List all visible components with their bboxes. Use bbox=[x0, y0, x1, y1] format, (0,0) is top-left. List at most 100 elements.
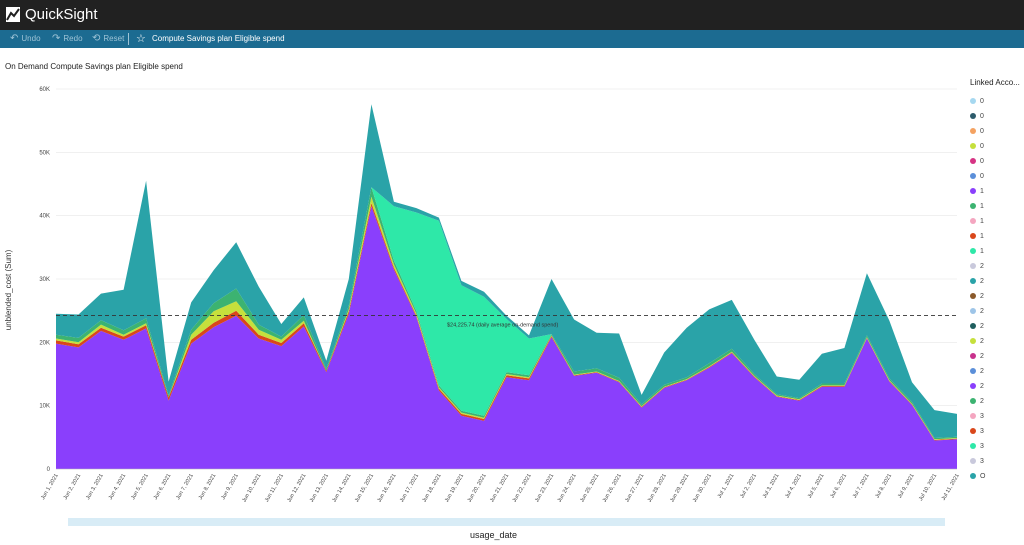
y-tick-label: 10K bbox=[39, 404, 50, 410]
legend-color-dot-icon bbox=[970, 458, 976, 465]
legend-item[interactable]: 3 bbox=[970, 442, 1024, 457]
legend-item[interactable]: 3 bbox=[970, 412, 1024, 427]
legend-item-label: 1 bbox=[980, 218, 984, 225]
legend-item-label: 2 bbox=[980, 338, 984, 345]
x-tick-label: Jun 2, 2021 bbox=[63, 473, 83, 501]
legend-item-label: 0 bbox=[980, 128, 984, 135]
legend-item-label: 3 bbox=[980, 413, 984, 420]
legend-item[interactable]: 2 bbox=[970, 292, 1024, 307]
y-axis: 0 10K 20K 30K 40K 50K 60K bbox=[39, 87, 50, 473]
x-tick-label: Jun 24, 2021 bbox=[557, 473, 578, 504]
legend-item[interactable]: 1 bbox=[970, 232, 1024, 247]
x-tick-label: Jun 28, 2021 bbox=[647, 473, 668, 504]
x-tick-label: Jul 1, 2021 bbox=[717, 473, 736, 499]
redo-button[interactable]: ↷ Redo bbox=[52, 32, 83, 46]
legend-title: Linked Acco... bbox=[970, 78, 1020, 87]
legend-item-label: 2 bbox=[980, 323, 984, 330]
reset-label: Reset bbox=[103, 34, 125, 43]
legend-item-label: 2 bbox=[980, 263, 984, 270]
legend-item[interactable]: 3 bbox=[970, 457, 1024, 472]
legend-item[interactable]: 2 bbox=[970, 397, 1024, 412]
legend-item[interactable]: 0 bbox=[970, 157, 1024, 172]
area-series-account-1-purple-[interactable] bbox=[56, 206, 957, 469]
x-tick-label: Jun 14, 2021 bbox=[331, 473, 352, 504]
legend-item-label: 3 bbox=[980, 443, 984, 450]
x-tick-label: Jun 22, 2021 bbox=[512, 473, 533, 504]
legend-item[interactable]: 2 bbox=[970, 352, 1024, 367]
redo-icon: ↷ bbox=[52, 33, 61, 44]
legend-item-label: 2 bbox=[980, 383, 984, 390]
chart-areas bbox=[56, 104, 957, 469]
legend-item-label: 2 bbox=[980, 398, 984, 405]
legend-item[interactable]: 2 bbox=[970, 382, 1024, 397]
x-tick-label: Jul 9, 2021 bbox=[897, 473, 916, 499]
legend-item-label: 2 bbox=[980, 368, 984, 375]
legend-item[interactable]: 2 bbox=[970, 262, 1024, 277]
legend-color-dot-icon bbox=[970, 143, 976, 150]
legend-item-label: 0 bbox=[980, 113, 984, 120]
legend-color-dot-icon bbox=[970, 113, 976, 120]
legend-item-label: 1 bbox=[980, 203, 984, 210]
legend-item[interactable]: 3 bbox=[970, 427, 1024, 442]
legend-item[interactable]: 2 bbox=[970, 322, 1024, 337]
legend-item[interactable]: O bbox=[970, 472, 1024, 487]
reset-button[interactable]: ⟲ Reset bbox=[92, 32, 124, 46]
legend-item[interactable]: 0 bbox=[970, 172, 1024, 187]
x-tick-label: Jul 11, 2021 bbox=[941, 473, 961, 502]
x-tick-label: Jun 20, 2021 bbox=[467, 473, 488, 504]
reference-line: $24,225.74 (daily average on-demand spen… bbox=[56, 315, 957, 329]
x-tick-label: Jun 23, 2021 bbox=[534, 473, 555, 504]
quicksight-logo-icon bbox=[6, 7, 20, 22]
legend-item[interactable]: 2 bbox=[970, 307, 1024, 322]
toolbar-divider bbox=[128, 33, 129, 45]
x-tick-label: Jun 17, 2021 bbox=[399, 473, 420, 504]
legend-color-dot-icon bbox=[970, 233, 976, 240]
legend-item[interactable]: 1 bbox=[970, 187, 1024, 202]
favorite-star-icon[interactable]: ☆ bbox=[136, 33, 146, 45]
legend-color-dot-icon bbox=[970, 308, 976, 315]
legend-color-dot-icon bbox=[970, 263, 976, 270]
legend-item[interactable]: 1 bbox=[970, 202, 1024, 217]
legend-color-dot-icon bbox=[970, 218, 976, 225]
legend-color-dot-icon bbox=[970, 473, 976, 480]
x-tick-label: Jun 29, 2021 bbox=[669, 473, 690, 504]
legend-item-label: 0 bbox=[980, 98, 984, 105]
sheet-title: Compute Savings plan Eligible spend bbox=[152, 34, 285, 43]
x-tick-label: Jun 3, 2021 bbox=[85, 473, 105, 501]
legend-color-dot-icon bbox=[970, 293, 976, 300]
x-tick-label: Jul 8, 2021 bbox=[874, 473, 893, 499]
legend-item-label: 0 bbox=[980, 143, 984, 150]
legend-color-dot-icon bbox=[970, 248, 976, 255]
legend: 0 0 0 0 0 0 1 1 1 1 1 2 2 2 2 2 2 2 2 2 2 3 3 3 3 O bbox=[970, 97, 1024, 487]
legend-item[interactable]: 2 bbox=[970, 277, 1024, 292]
redo-label: Redo bbox=[63, 34, 83, 43]
undo-button[interactable]: ↶ Undo bbox=[10, 32, 41, 46]
y-tick-label: 60K bbox=[39, 87, 50, 93]
x-tick-label: Jun 6, 2021 bbox=[153, 473, 173, 501]
x-tick-label: Jun 30, 2021 bbox=[692, 473, 713, 504]
legend-color-dot-icon bbox=[970, 278, 976, 285]
legend-color-dot-icon bbox=[970, 323, 976, 330]
x-tick-label: Jul 2, 2021 bbox=[739, 473, 758, 499]
x-tick-label: Jun 13, 2021 bbox=[309, 473, 330, 504]
legend-item[interactable]: 0 bbox=[970, 127, 1024, 142]
y-tick-label: 0 bbox=[47, 467, 51, 473]
legend-item[interactable]: 2 bbox=[970, 367, 1024, 382]
legend-item[interactable]: 1 bbox=[970, 217, 1024, 232]
legend-item-label: 0 bbox=[980, 173, 984, 180]
area-series-other-teal-[interactable] bbox=[56, 104, 957, 438]
legend-item[interactable]: 0 bbox=[970, 97, 1024, 112]
legend-item[interactable]: 2 bbox=[970, 337, 1024, 352]
legend-item[interactable]: 0 bbox=[970, 142, 1024, 157]
legend-item[interactable]: 0 bbox=[970, 112, 1024, 127]
x-tick-label: Jun 18, 2021 bbox=[422, 473, 443, 504]
legend-color-dot-icon bbox=[970, 398, 976, 405]
reference-line-label: $24,225.74 (daily average on-demand spen… bbox=[447, 323, 558, 329]
legend-color-dot-icon bbox=[970, 128, 976, 135]
x-axis-scrollbar[interactable] bbox=[68, 518, 945, 526]
legend-item[interactable]: 1 bbox=[970, 247, 1024, 262]
x-tick-label: Jul 3, 2021 bbox=[762, 473, 781, 499]
legend-item-label: 2 bbox=[980, 308, 984, 315]
y-tick-label: 20K bbox=[39, 340, 50, 346]
x-tick-label: Jun 16, 2021 bbox=[377, 473, 398, 504]
